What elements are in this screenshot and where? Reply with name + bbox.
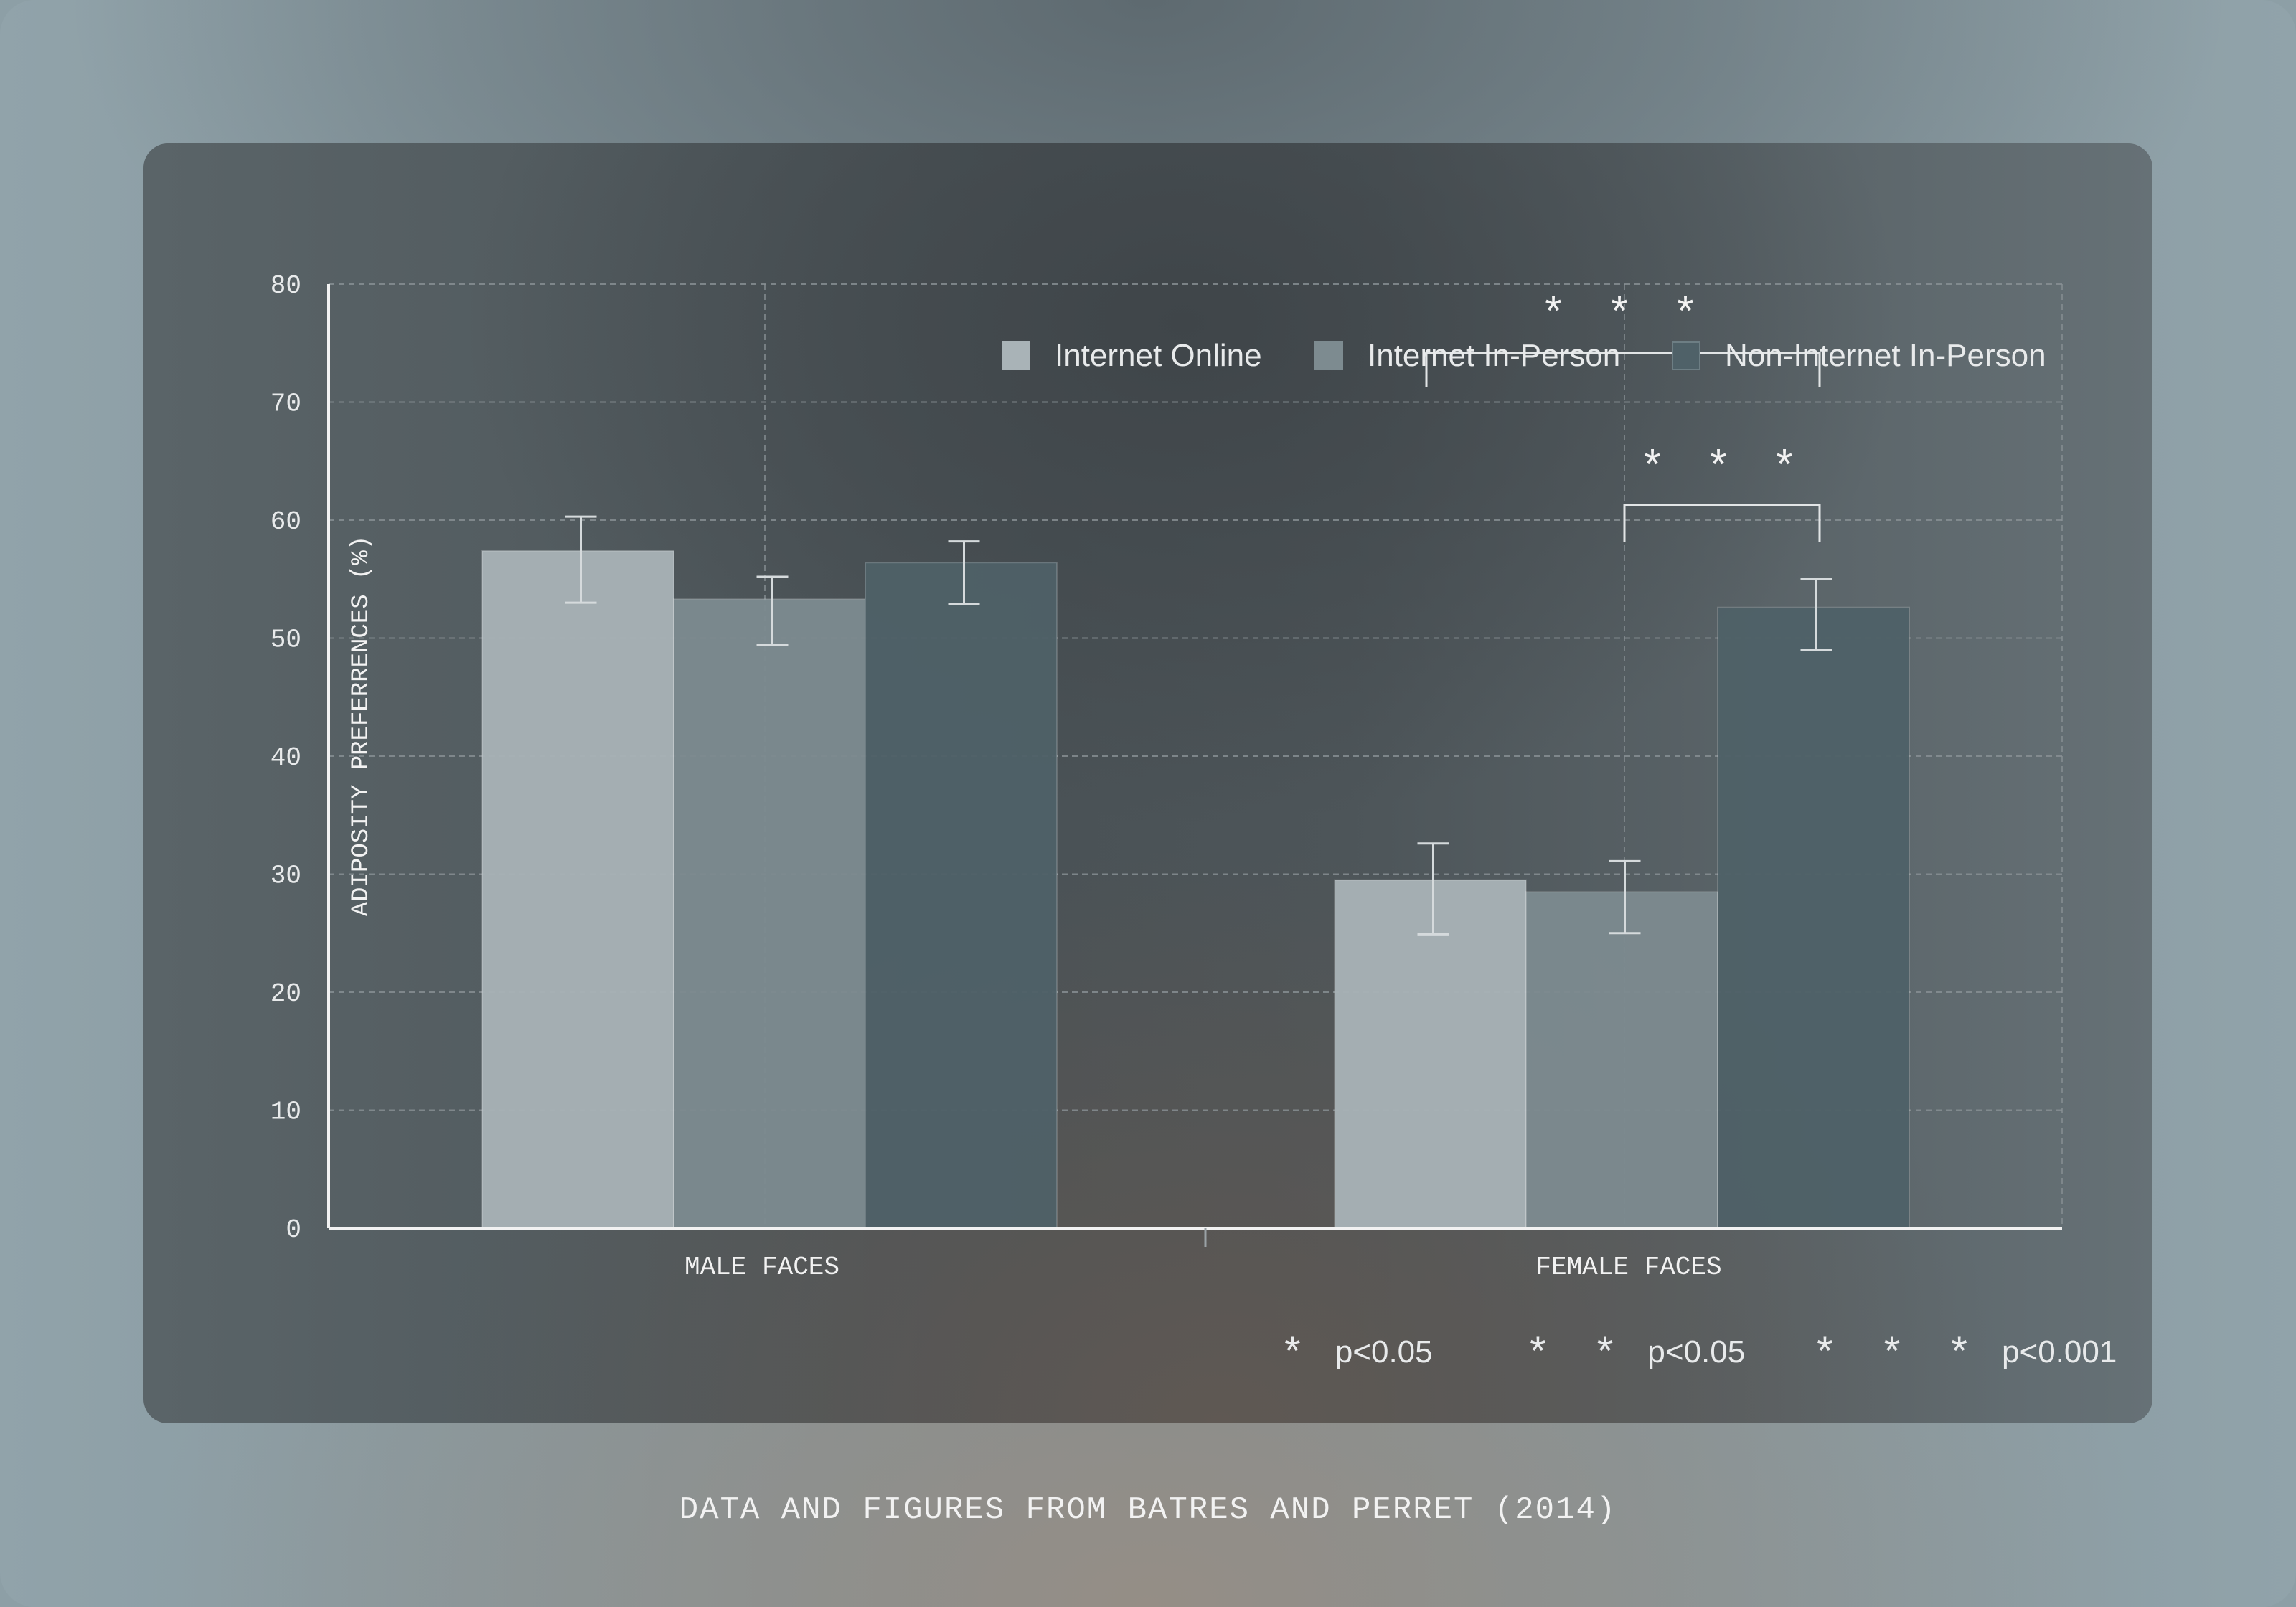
- source-caption: DATA AND FIGURES FROM BATRES AND PERRET …: [679, 1492, 1617, 1528]
- y-axis-label: ADIPOSITY PREFERRENCES (%): [348, 536, 375, 917]
- bar: [481, 550, 674, 1229]
- y-tick-label: 30: [270, 862, 301, 891]
- significance-bracket: [1623, 504, 1821, 542]
- significance-stars: * * *: [1540, 292, 1705, 341]
- significance-stars: * * *: [1812, 1333, 1981, 1380]
- bar: [673, 598, 866, 1229]
- significance-label: p<0.05: [1647, 1334, 1746, 1370]
- legend-label: Non-Internet In-Person: [1725, 338, 2046, 373]
- y-tick-label: 40: [270, 743, 301, 773]
- bar: [865, 562, 1058, 1229]
- bar-chart: 0 10 20 30 40 50 60 70 80 MALE FACES FEMALE FACES A…: [270, 271, 2063, 1282]
- legend-label: Internet In-Person: [1368, 338, 1621, 373]
- legend-item-internet-in-person: Internet In-Person: [1314, 333, 1620, 379]
- y-tick-label: 70: [270, 390, 301, 419]
- legend-swatch: [1672, 341, 1700, 370]
- y-tick-label: 0: [286, 1215, 301, 1245]
- y-tick-label: 10: [270, 1098, 301, 1127]
- bar: [1525, 891, 1718, 1230]
- legend-item-internet-online: Internet Online: [1002, 333, 1262, 379]
- x-category-label: FEMALE FACES: [1535, 1253, 1721, 1282]
- y-tick-label: 80: [270, 271, 301, 301]
- y-tick-label: 50: [270, 626, 301, 655]
- chart-card: 0 10 20 30 40 50 60 70 80 MALE FACES FEMALE FACES A…: [144, 143, 2152, 1423]
- y-tick-label: 20: [270, 979, 301, 1009]
- significance-stars: * *: [1525, 1333, 1627, 1380]
- significance-key-3: * * * p<0.001: [1812, 1329, 2117, 1380]
- bar: [1334, 879, 1527, 1229]
- significance-stars: *: [1280, 1333, 1314, 1380]
- legend-label: Internet Online: [1055, 338, 1262, 373]
- significance-stars: * * *: [1639, 446, 1805, 494]
- x-category-label: MALE FACES: [684, 1253, 839, 1282]
- significance-key-2: * * p<0.05: [1525, 1329, 1746, 1380]
- y-tick-label: 60: [270, 507, 301, 537]
- legend-swatch: [1314, 341, 1343, 370]
- significance-bracket: [1425, 352, 1821, 387]
- significance-label: p<0.001: [2002, 1334, 2117, 1370]
- legend-item-non-internet-in-person: Non-Internet In-Person: [1672, 333, 2046, 379]
- significance-label: p<0.05: [1335, 1334, 1433, 1370]
- legend-swatch: [1002, 341, 1030, 370]
- significance-key-1: * p<0.05: [1280, 1329, 1433, 1380]
- bar: [1717, 606, 1910, 1229]
